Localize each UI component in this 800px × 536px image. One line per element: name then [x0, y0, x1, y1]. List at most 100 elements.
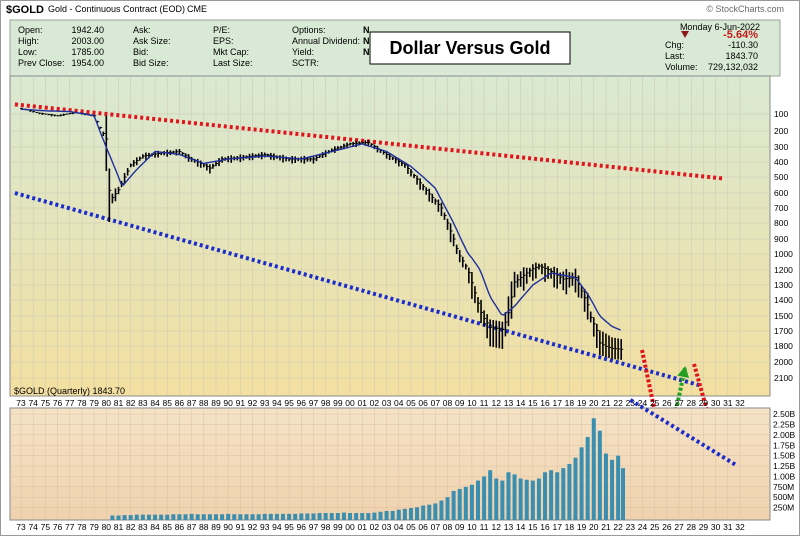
x-tick-label: 13 — [504, 398, 514, 408]
x-tick-label: 00 — [345, 522, 355, 532]
stat-label: Options: — [292, 25, 326, 35]
x-tick-label: 31 — [723, 398, 733, 408]
x-tick-label: 02 — [370, 398, 380, 408]
volume-bar — [159, 514, 164, 520]
x-tick-label: 03 — [382, 398, 392, 408]
volume-bar — [128, 515, 133, 520]
x-tick-label: 86 — [175, 522, 185, 532]
price-panel — [9, 75, 771, 397]
x-tick-label: 26 — [662, 522, 672, 532]
volume-bar — [549, 470, 554, 520]
stat-label: Ask Size: — [133, 36, 171, 46]
x-tick-label: 23 — [626, 522, 636, 532]
volume-bar — [408, 508, 413, 520]
x-tick-label: 20 — [589, 398, 599, 408]
volume-bar — [561, 468, 566, 520]
volume-bar — [195, 514, 200, 520]
x-tick-label: 84 — [150, 522, 160, 532]
x-tick-label: 15 — [528, 398, 538, 408]
stat-label: Last Size: — [213, 58, 253, 68]
stat-label: Bid: — [133, 47, 149, 57]
x-tick-label: 82 — [126, 398, 136, 408]
x-tick-label: 10 — [467, 398, 477, 408]
volume-bar — [543, 472, 548, 520]
volume-bar — [177, 514, 182, 520]
x-tick-label: 27 — [674, 522, 684, 532]
volume-bar — [116, 515, 121, 520]
stat-value: N — [363, 47, 370, 57]
x-tick-label: 76 — [53, 398, 63, 408]
x-tick-label: 88 — [199, 398, 209, 408]
overlay-title: Dollar Versus Gold — [389, 38, 550, 58]
description: Gold - Continuous Contract (EOD) — [48, 4, 185, 14]
volume-bar — [140, 514, 145, 520]
stat-value: -110.30 — [728, 40, 758, 50]
x-tick-label: 17 — [552, 398, 562, 408]
change-percent: -5.64% — [723, 29, 758, 41]
stat-label: SCTR: — [292, 58, 319, 68]
moving-average-line — [20, 108, 621, 331]
upper-trendline — [14, 102, 725, 181]
y-tick-label: 1300 — [774, 280, 793, 290]
volume-bar — [146, 514, 151, 520]
x-tick-label: 76 — [53, 522, 63, 532]
x-tick-label: 04 — [394, 522, 404, 532]
x-tick-label: 79 — [89, 398, 99, 408]
volume-bar — [463, 486, 468, 520]
stat-label: Last: — [665, 51, 685, 61]
x-tick-label: 78 — [77, 522, 87, 532]
x-tick-label: 80 — [102, 398, 112, 408]
date-label: Monday 6-Jun-2022 — [680, 22, 760, 32]
x-tick-label: 93 — [260, 522, 270, 532]
stats-left: Open: 1942.40 High: 2003.00 Low: 1785.00 Prev … — [18, 25, 104, 68]
y-tick-label: 2100 — [774, 373, 793, 383]
x-tick-label: 08 — [443, 398, 453, 408]
x-tick-label: 93 — [260, 398, 270, 408]
volume-bar — [469, 484, 474, 520]
volume-bar — [506, 472, 511, 520]
stat-label: Volume: — [665, 62, 698, 72]
y-tick-label: 2000 — [774, 357, 793, 367]
volume-bar — [305, 513, 310, 520]
volume-bar — [524, 479, 529, 520]
price-y-axis: 100 200 300 400 500 600 700 800 900 1000 1200 1300 1… — [774, 109, 793, 383]
x-tick-label: 30 — [711, 522, 721, 532]
x-tick-label: 86 — [175, 398, 185, 408]
volume-bar — [378, 511, 383, 520]
x-tick-label: 79 — [89, 522, 99, 532]
volume-bar — [384, 510, 389, 520]
stat-label: Prev Close: — [18, 58, 65, 68]
volume-bar — [262, 513, 267, 520]
x-tick-label: 11 — [480, 398, 489, 408]
x-tick-label: 21 — [601, 398, 611, 408]
x-tick-label: 83 — [138, 398, 148, 408]
x-tick-label: 14 — [516, 398, 526, 408]
x-tick-label: 29 — [699, 522, 709, 532]
x-tick-label: 92 — [248, 522, 258, 532]
x-tick-label: 11 — [480, 522, 489, 532]
x-tick-label: 14 — [516, 522, 526, 532]
y-tick-label: 100 — [774, 109, 788, 119]
x-tick-label: 01 — [357, 522, 367, 532]
y-tick-label: 400 — [774, 157, 788, 167]
volume-bar — [189, 513, 194, 520]
x-tick-label: 77 — [65, 522, 75, 532]
y-tick-label: 600 — [774, 188, 788, 198]
y-tick-label: 2.50B — [773, 409, 796, 419]
watermark: © StockCharts.com — [706, 4, 784, 14]
x-tick-label: 89 — [211, 522, 221, 532]
volume-bar — [518, 478, 523, 520]
stat-value: 2003.00 — [71, 36, 104, 46]
volume-bar — [415, 507, 420, 520]
volume-bar — [311, 513, 316, 520]
stat-label: P/E: — [213, 25, 230, 35]
x-tick-label: 30 — [711, 398, 721, 408]
stat-label: Yield: — [292, 47, 314, 57]
volume-bar — [354, 513, 359, 520]
x-tick-label: 81 — [114, 398, 124, 408]
volume-bar — [153, 514, 158, 520]
x-tick-label: 82 — [126, 522, 136, 532]
x-tick-label: 13 — [504, 522, 514, 532]
x-tick-label: 12 — [492, 398, 502, 408]
